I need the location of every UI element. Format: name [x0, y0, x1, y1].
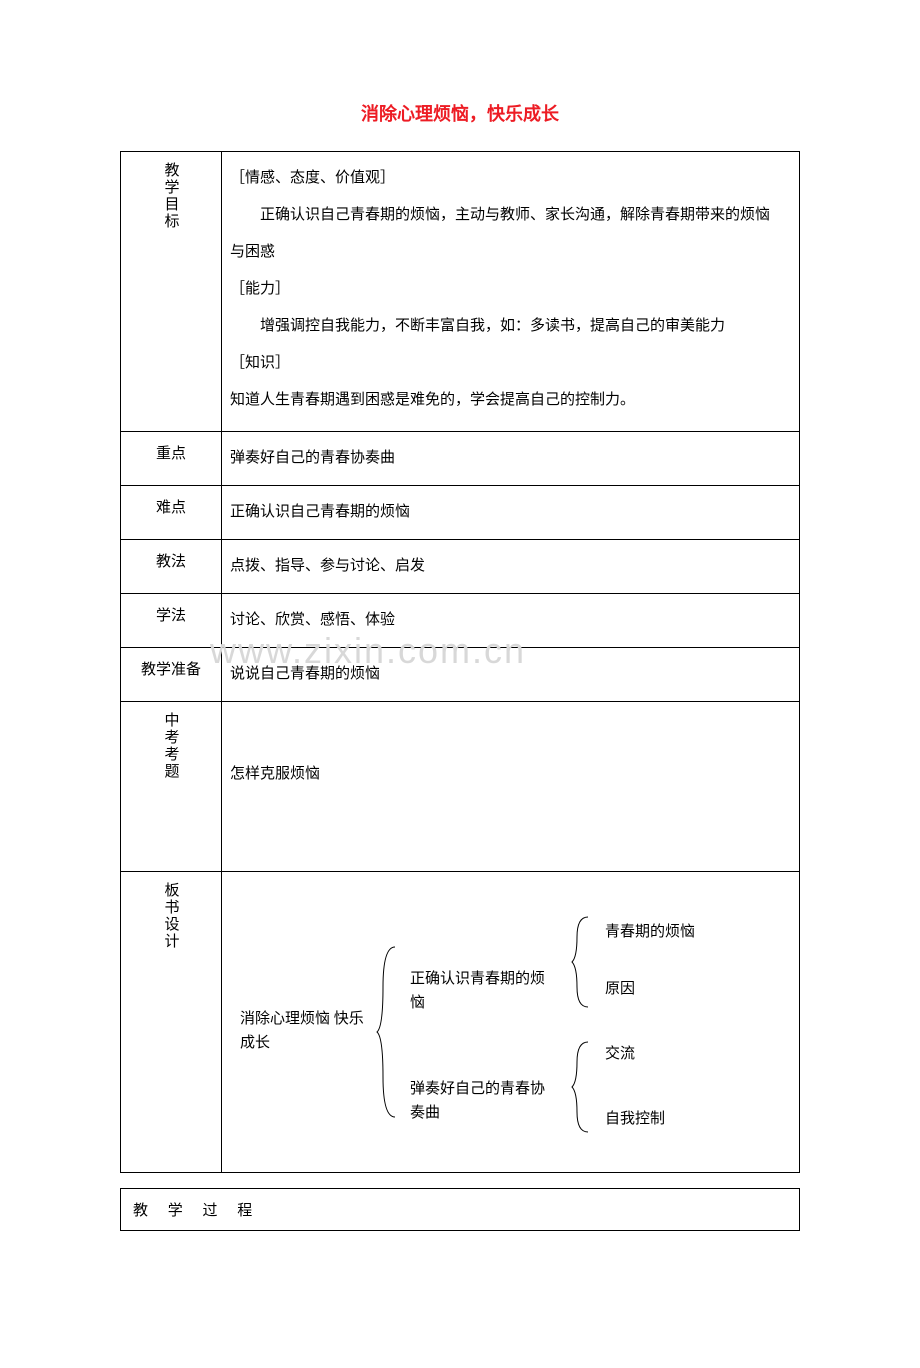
- difficulty-label: 难点: [156, 500, 186, 516]
- board-leaf1: 青春期的烦恼: [605, 920, 695, 944]
- board-branch2: 弹奏好自己的青春协奏曲: [410, 1077, 550, 1125]
- brace-top-icon: [570, 912, 592, 1012]
- brace-bottom-icon: [570, 1037, 592, 1137]
- objectives-content-cell: ［情感、态度、价值观］ 正确认识自己青春期的烦恼，主动与教师、家长沟通，解除青春…: [222, 152, 800, 432]
- board-branch1: 正确认识青春期的烦恼: [410, 967, 550, 1015]
- preparation-label-cell: 教学准备: [121, 648, 222, 702]
- objectives-label-cell: 教学目标: [121, 152, 222, 432]
- process-table: 教 学 过 程: [120, 1188, 800, 1231]
- process-label: 教 学 过 程: [121, 1189, 800, 1231]
- obj-text2: 增强调控自我能力，不断丰富自我，如：多读书，提高自己的审美能力: [230, 310, 791, 343]
- exam-content-cell: 怎样克服烦恼: [222, 702, 800, 872]
- brace-large-icon: [375, 942, 400, 1122]
- board-leaf3: 交流: [605, 1042, 635, 1066]
- difficulty-label-cell: 难点: [121, 486, 222, 540]
- learn-method-label: 学法: [156, 608, 186, 624]
- obj-heading2: ［能力］: [230, 273, 791, 306]
- obj-text1: 正确认识自己青春期的烦恼，主动与教师、家长沟通，解除青春期带来的烦恼: [230, 199, 791, 232]
- exam-label: 中考考题: [161, 712, 182, 780]
- preparation-content: 说说自己青春期的烦恼: [222, 648, 800, 702]
- objectives-label: 教学目标: [161, 162, 182, 230]
- teach-method-label: 教法: [156, 554, 186, 570]
- obj-text3: 知道人生青春期遇到困惑是难免的，学会提高自己的控制力。: [230, 384, 791, 417]
- exam-content: 怎样克服烦恼: [230, 762, 791, 783]
- board-label-cell: 板书设计: [121, 872, 222, 1173]
- board-diagram: 消除心理烦恼 快乐成长 正确认识青春期的烦恼 弹奏好自己的青春协奏曲: [230, 882, 791, 1162]
- learn-method-content: 讨论、欣赏、感悟、体验: [222, 594, 800, 648]
- obj-text1b: 与困惑: [230, 236, 791, 269]
- board-root: 消除心理烦恼 快乐成长: [240, 1007, 370, 1055]
- learn-method-label-cell: 学法: [121, 594, 222, 648]
- board-label: 板书设计: [161, 882, 182, 950]
- teach-method-content: 点拨、指导、参与讨论、启发: [222, 540, 800, 594]
- preparation-label: 教学准备: [141, 662, 201, 678]
- keypoint-content: 弹奏好自己的青春协奏曲: [222, 432, 800, 486]
- keypoint-label-cell: 重点: [121, 432, 222, 486]
- board-content-cell: 消除心理烦恼 快乐成长 正确认识青春期的烦恼 弹奏好自己的青春协奏曲: [222, 872, 800, 1173]
- exam-label-cell: 中考考题: [121, 702, 222, 872]
- obj-heading1: ［情感、态度、价值观］: [230, 162, 791, 195]
- keypoint-label: 重点: [156, 446, 186, 462]
- teach-method-label-cell: 教法: [121, 540, 222, 594]
- obj-heading3: ［知识］: [230, 347, 791, 380]
- document-title: 消除心理烦恼，快乐成长: [120, 100, 800, 126]
- difficulty-content: 正确认识自己青春期的烦恼: [222, 486, 800, 540]
- lesson-plan-table: 教学目标 ［情感、态度、价值观］ 正确认识自己青春期的烦恼，主动与教师、家长沟通…: [120, 151, 800, 1173]
- board-leaf2: 原因: [605, 977, 635, 1001]
- board-leaf4: 自我控制: [605, 1107, 665, 1131]
